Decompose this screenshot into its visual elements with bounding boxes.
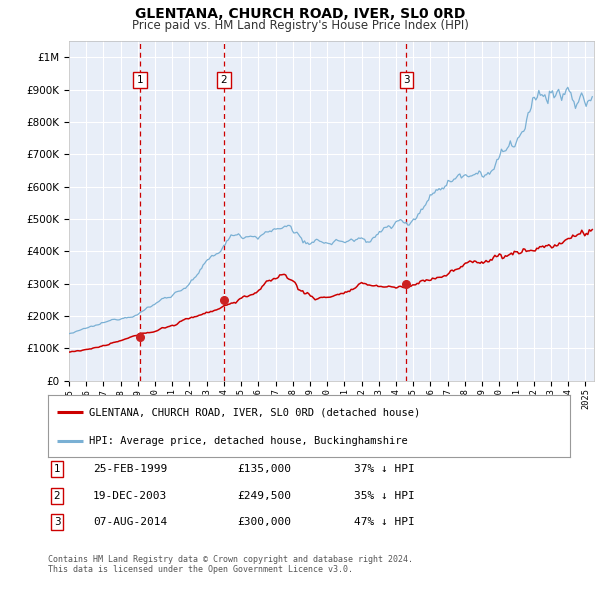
- Text: 3: 3: [403, 75, 410, 85]
- Text: Price paid vs. HM Land Registry's House Price Index (HPI): Price paid vs. HM Land Registry's House …: [131, 19, 469, 32]
- Text: 1: 1: [137, 75, 143, 85]
- Text: 35% ↓ HPI: 35% ↓ HPI: [354, 491, 415, 500]
- Text: Contains HM Land Registry data © Crown copyright and database right 2024.
This d: Contains HM Land Registry data © Crown c…: [48, 555, 413, 574]
- Text: 1: 1: [53, 464, 61, 474]
- Text: £300,000: £300,000: [237, 517, 291, 527]
- Text: 2: 2: [53, 491, 61, 500]
- Text: 3: 3: [53, 517, 61, 527]
- Text: HPI: Average price, detached house, Buckinghamshire: HPI: Average price, detached house, Buck…: [89, 435, 407, 445]
- Text: 25-FEB-1999: 25-FEB-1999: [93, 464, 167, 474]
- Text: 37% ↓ HPI: 37% ↓ HPI: [354, 464, 415, 474]
- Text: 07-AUG-2014: 07-AUG-2014: [93, 517, 167, 527]
- Text: £249,500: £249,500: [237, 491, 291, 500]
- Text: 2: 2: [221, 75, 227, 85]
- Text: £135,000: £135,000: [237, 464, 291, 474]
- Text: 19-DEC-2003: 19-DEC-2003: [93, 491, 167, 500]
- Text: GLENTANA, CHURCH ROAD, IVER, SL0 0RD (detached house): GLENTANA, CHURCH ROAD, IVER, SL0 0RD (de…: [89, 407, 420, 417]
- Text: GLENTANA, CHURCH ROAD, IVER, SL0 0RD: GLENTANA, CHURCH ROAD, IVER, SL0 0RD: [135, 7, 465, 21]
- Text: 47% ↓ HPI: 47% ↓ HPI: [354, 517, 415, 527]
